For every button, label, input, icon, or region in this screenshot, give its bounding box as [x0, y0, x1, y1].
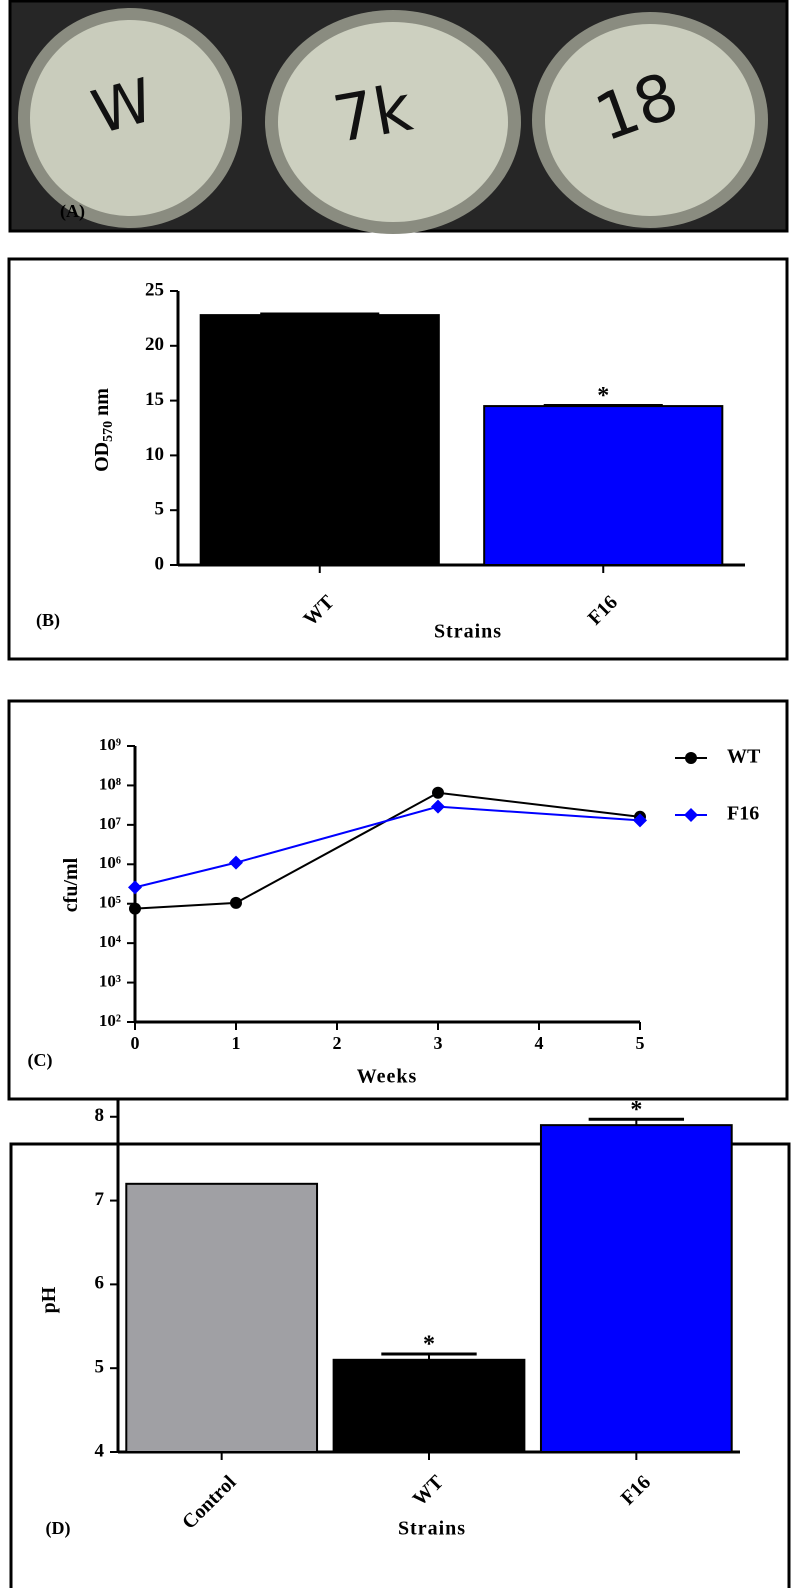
y-tick-label: 10⁴: [99, 932, 121, 951]
panel-label: (C): [28, 1050, 53, 1071]
bar: [539, 1124, 733, 1453]
series-line: [134, 805, 641, 889]
x-axis-label: Strains: [434, 621, 502, 643]
marker: [432, 786, 444, 799]
bar: [125, 1182, 319, 1454]
marker: [129, 902, 141, 915]
series-line: [134, 791, 641, 910]
plate: [278, 22, 508, 222]
panel-frame: [7, 257, 789, 661]
y-label-text: pH: [38, 1286, 60, 1313]
y-tick-label: 15: [145, 389, 164, 410]
y-tick-label: 10²: [99, 1011, 121, 1030]
significance: *: [597, 383, 609, 409]
y-axis-label: cfu/ml: [60, 857, 82, 912]
y-label-sub: 570: [101, 421, 116, 442]
plate: [545, 24, 755, 216]
y-tick-label: 10⁶: [99, 853, 121, 872]
marker: [685, 752, 697, 764]
panel-label: (B): [36, 610, 60, 631]
x-tick-label: F16: [584, 591, 622, 629]
x-tick-label: 0: [131, 1033, 140, 1053]
y-axis-label: OD570 nm: [91, 388, 117, 472]
x-tick-label: 4: [535, 1033, 544, 1053]
y-tick-label: 8: [95, 1105, 105, 1126]
x-tick-label: F16: [617, 1471, 655, 1509]
significance: *: [630, 1097, 642, 1123]
y-tick-label: 10³: [99, 971, 121, 990]
bar: [483, 405, 724, 566]
x-tick-label: 2: [333, 1033, 342, 1053]
y-tick-label: 0: [155, 553, 165, 574]
y-tick-label: 10⁸: [99, 774, 121, 793]
x-tick-label: 1: [232, 1033, 241, 1053]
x-tick-label: 3: [434, 1033, 443, 1053]
significance: *: [423, 1331, 435, 1357]
panel-frame: [9, 1142, 791, 1588]
marker: [431, 799, 445, 814]
bar: [199, 314, 440, 566]
plate: [30, 20, 230, 216]
x-tick-label: Control: [178, 1471, 241, 1534]
y-tick-label: 7: [95, 1189, 105, 1210]
y-tick-label: 10⁷: [99, 814, 121, 833]
panel-label: (A): [60, 201, 85, 222]
y-tick-label: 4: [95, 1440, 105, 1461]
marker: [229, 855, 243, 870]
y-tick-label: 10⁵: [99, 893, 121, 912]
legend-label: WT: [727, 746, 761, 768]
y-tick-label: 10⁹: [99, 735, 121, 754]
y-label-text: cfu/ml: [60, 857, 82, 912]
y-tick-label: 5: [95, 1357, 105, 1378]
marker: [230, 896, 242, 909]
legend-label: F16: [727, 803, 759, 825]
y-tick-label: 6: [95, 1273, 105, 1294]
x-tick-label: 5: [636, 1033, 645, 1053]
marker: [128, 880, 142, 895]
y-axis-label: pH: [38, 1286, 60, 1313]
y-label-unit: nm: [91, 388, 113, 416]
bar: [332, 1358, 526, 1454]
marker: [684, 808, 698, 822]
x-tick-label: WT: [409, 1471, 449, 1511]
panel-label: (D): [46, 1518, 71, 1539]
x-axis-label: Weeks: [357, 1066, 418, 1088]
y-tick-label: 25: [145, 279, 164, 300]
y-tick-label: 5: [155, 499, 165, 520]
y-tick-label: 20: [145, 334, 164, 355]
y-label-text: OD: [91, 442, 113, 472]
plate-label: 7k: [328, 72, 417, 158]
x-tick-label: WT: [299, 591, 339, 631]
marker: [633, 813, 647, 828]
x-axis-label: Strains: [398, 1518, 466, 1540]
y-tick-label: 10: [145, 444, 164, 465]
panel-frame: [7, 699, 789, 1101]
